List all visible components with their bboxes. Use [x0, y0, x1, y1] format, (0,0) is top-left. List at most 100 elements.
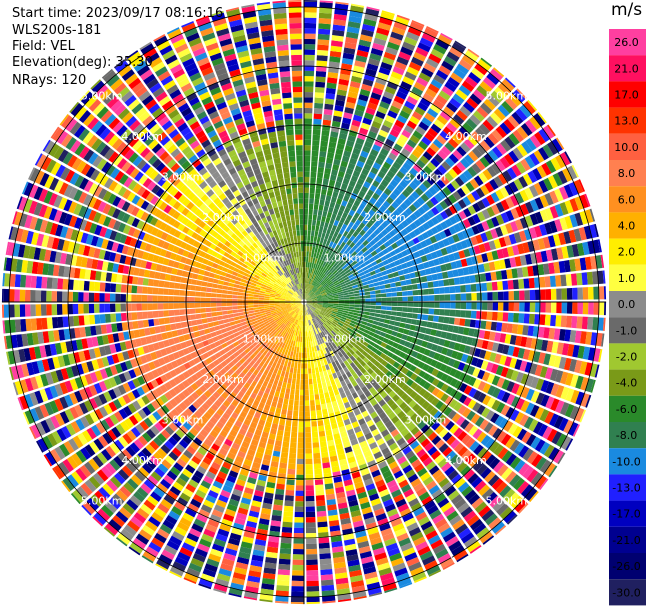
- velocity-gate: [421, 340, 429, 348]
- velocity-gate: [238, 315, 245, 320]
- velocity-gate: [126, 499, 139, 511]
- velocity-gate: [282, 310, 288, 315]
- velocity-gate: [472, 460, 484, 472]
- velocity-gate: [88, 458, 100, 471]
- velocity-gate: [345, 252, 351, 259]
- velocity-gate: [542, 144, 554, 158]
- velocity-gate: [321, 282, 327, 287]
- velocity-gate: [304, 97, 313, 103]
- velocity-gate: [328, 300, 334, 302]
- velocity-gate: [357, 540, 370, 549]
- velocity-gate: [443, 228, 452, 237]
- velocity-gate: [310, 325, 314, 331]
- velocity-gate: [395, 239, 403, 247]
- velocity-gate: [310, 294, 316, 298]
- velocity-gate: [449, 388, 459, 398]
- velocity-gate: [76, 363, 85, 376]
- velocity-gate: [389, 320, 396, 326]
- velocity-gate: [306, 296, 311, 301]
- velocity-gate: [328, 61, 340, 69]
- velocity-gate: [563, 260, 571, 273]
- velocity-gate: [340, 160, 348, 168]
- velocity-gate: [397, 302, 403, 307]
- velocity-gate: [317, 298, 323, 300]
- velocity-gate: [413, 416, 423, 426]
- velocity-gate: [299, 325, 302, 332]
- velocity-gate: [463, 385, 473, 395]
- velocity-gate: [448, 317, 455, 325]
- velocity-gate: [252, 387, 260, 395]
- velocity-gate: [315, 367, 319, 373]
- velocity-gate: [239, 502, 250, 511]
- velocity-gate: [222, 461, 232, 470]
- velocity-gate: [250, 505, 261, 513]
- velocity-gate: [304, 7, 317, 13]
- velocity-gate: [351, 380, 358, 387]
- velocity-gate: [346, 554, 359, 562]
- velocity-gate: [392, 188, 401, 197]
- velocity-gate: [255, 314, 261, 318]
- velocity-gate: [473, 175, 484, 187]
- velocity-gate: [570, 273, 578, 286]
- velocity-gate: [533, 150, 545, 164]
- velocity-gate: [293, 313, 297, 318]
- velocity-gate: [298, 304, 303, 309]
- velocity-gate: [155, 397, 165, 407]
- velocity-gate: [330, 174, 337, 181]
- velocity-gate: [412, 163, 423, 173]
- velocity-gate: [560, 386, 570, 400]
- velocity-gate: [276, 346, 281, 352]
- velocity-gate: [313, 311, 318, 316]
- velocity-gate: [199, 347, 207, 354]
- velocity-gate: [313, 317, 318, 323]
- velocity-gate: [444, 294, 451, 301]
- velocity-gate: [45, 417, 56, 432]
- velocity-gate: [314, 198, 320, 205]
- velocity-gate: [506, 514, 518, 525]
- velocity-gate: [339, 458, 348, 466]
- velocity-gate: [462, 363, 471, 374]
- velocity-gate: [563, 419, 574, 434]
- velocity-gate: [371, 337, 378, 343]
- velocity-gate: [342, 230, 349, 237]
- velocity-gate: [310, 235, 314, 242]
- velocity-gate: [166, 490, 179, 501]
- velocity-gate: [291, 345, 295, 352]
- velocity-gate: [238, 364, 246, 372]
- velocity-gate: [298, 421, 304, 428]
- velocity-gate: [262, 572, 276, 580]
- velocity-gate: [580, 393, 590, 408]
- velocity-gate: [463, 169, 473, 181]
- velocity-gate: [426, 504, 439, 516]
- velocity-gate: [394, 527, 407, 537]
- velocity-gate: [431, 343, 439, 352]
- velocity-gate: [382, 143, 392, 152]
- velocity-gate: [514, 359, 523, 370]
- velocity-gate: [299, 315, 302, 321]
- velocity-gate: [311, 367, 316, 374]
- velocity-gate: [421, 495, 433, 506]
- velocity-gate: [369, 217, 377, 225]
- velocity-gate: [337, 309, 344, 313]
- velocity-gate: [349, 299, 355, 302]
- velocity-gate: [545, 249, 554, 262]
- velocity-gate: [70, 493, 81, 505]
- velocity-gate: [378, 442, 388, 451]
- velocity-gate: [98, 486, 111, 500]
- velocity-gate: [283, 376, 288, 383]
- velocity-gate: [228, 383, 236, 391]
- velocity-gate: [230, 347, 238, 354]
- velocity-gate: [529, 116, 542, 130]
- velocity-gate: [262, 459, 271, 466]
- velocity-gate: [251, 320, 258, 325]
- velocity-gate: [283, 360, 289, 367]
- velocity-gate: [282, 318, 287, 323]
- velocity-gate: [317, 303, 323, 305]
- velocity-gate: [108, 377, 117, 388]
- velocity-gate: [353, 200, 361, 208]
- velocity-gate: [497, 302, 504, 311]
- velocity-gate: [251, 500, 262, 508]
- velocity-gate: [215, 379, 224, 387]
- velocity-gate: [88, 441, 100, 454]
- velocity-gate: [338, 297, 345, 300]
